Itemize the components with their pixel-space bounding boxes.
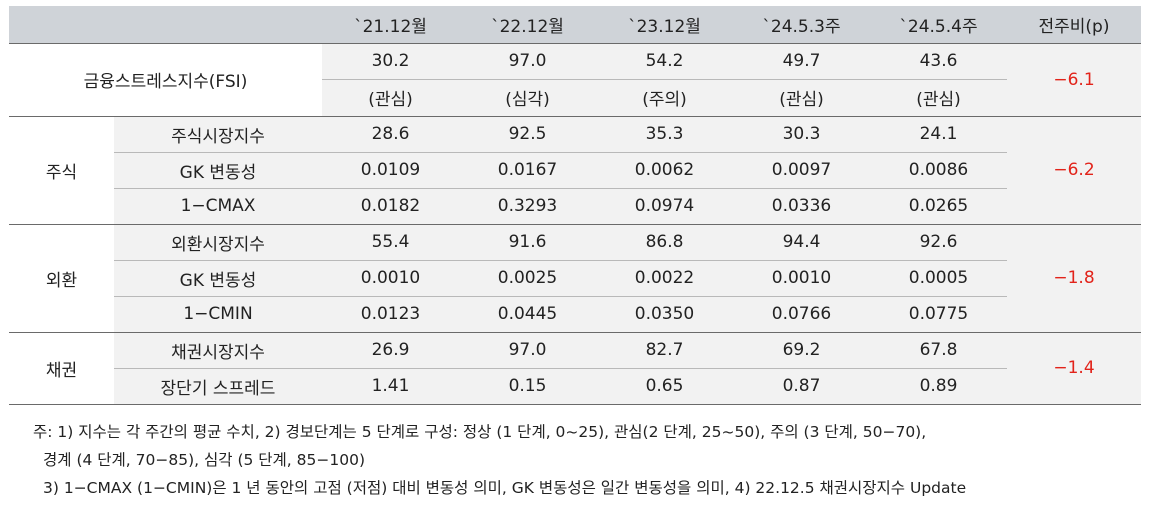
table-cell: 0.89 <box>870 368 1007 405</box>
note-line-1: 주: 1) 지수는 각 주간의 평균 수치, 2) 경보단계는 5 단계로 구성… <box>33 423 927 441</box>
table-row: 1−CMAX 0.0182 0.3293 0.0974 0.0336 0.026… <box>9 188 1141 225</box>
fsi-level-row: (관심) (심각) (주의) (관심) (관심) <box>9 79 1141 117</box>
table-row: GK 변동성 0.0010 0.0025 0.0022 0.0010 0.000… <box>9 260 1141 297</box>
header-col-2: `22.12월 <box>459 6 596 44</box>
bond-group-label: 채권 <box>9 332 114 405</box>
row-label: 1−CMIN <box>114 296 322 333</box>
fsi-change: −6.1 <box>1007 43 1141 117</box>
row-label: 채권시장지수 <box>114 332 322 369</box>
header-col-5: `24.5.4주 <box>870 6 1007 44</box>
table-cell: 97.0 <box>459 332 596 369</box>
table-cell: 0.0167 <box>459 152 596 189</box>
table-row: 1−CMIN 0.0123 0.0445 0.0350 0.0766 0.077… <box>9 296 1141 333</box>
table-cell: 0.0123 <box>322 296 459 333</box>
fsi-table-container: `21.12월 `22.12월 `23.12월 `24.5.3주 `24.5.4… <box>9 6 1141 405</box>
table-cell: 0.87 <box>733 368 870 405</box>
table-row: 장단기 스프레드 1.41 0.15 0.65 0.87 0.89 <box>9 368 1141 405</box>
table-row: 채권 채권시장지수 26.9 97.0 82.7 69.2 67.8 −1.4 <box>9 332 1141 405</box>
table-cell: 0.0265 <box>870 188 1007 225</box>
header-col-1: `21.12월 <box>322 6 459 44</box>
row-label: 주식시장지수 <box>114 116 322 153</box>
fsi-value-2: 97.0 <box>459 43 596 80</box>
row-label: 장단기 스프레드 <box>114 368 322 405</box>
fsi-level-5: (관심) <box>870 79 1007 117</box>
header-blank <box>9 6 322 44</box>
table-cell: 0.0336 <box>733 188 870 225</box>
table-cell: 0.0062 <box>596 152 733 189</box>
header-col-change: 전주비(p) <box>1007 6 1141 44</box>
fsi-level-2: (심각) <box>459 79 596 117</box>
table-cell: 0.65 <box>596 368 733 405</box>
header-row: `21.12월 `22.12월 `23.12월 `24.5.3주 `24.5.4… <box>9 6 1141 44</box>
table-cell: 0.0025 <box>459 260 596 297</box>
table-cell: 0.0182 <box>322 188 459 225</box>
table-cell: 28.6 <box>322 116 459 153</box>
table-cell: 0.0005 <box>870 260 1007 297</box>
table-cell: 0.0974 <box>596 188 733 225</box>
table-cell: 0.0775 <box>870 296 1007 333</box>
header-col-3: `23.12월 <box>596 6 733 44</box>
table-cell: 92.6 <box>870 224 1007 261</box>
table-cell: 55.4 <box>322 224 459 261</box>
fsi-value-1: 30.2 <box>322 43 459 80</box>
table-cell: 0.0010 <box>733 260 870 297</box>
table-cell: 0.0086 <box>870 152 1007 189</box>
table-cell: 0.0350 <box>596 296 733 333</box>
table-cell: 26.9 <box>322 332 459 369</box>
fsi-label: 금융스트레스지수(FSI) <box>9 43 322 117</box>
note-line-2: 경계 (4 단계, 70−85), 심각 (5 단계, 85−100) <box>43 451 365 469</box>
fx-change: −1.8 <box>1007 224 1141 333</box>
row-label: GK 변동성 <box>114 152 322 189</box>
note-line-3: 3) 1−CMAX (1−CMIN)은 1 년 동안의 고점 (저점) 대비 변… <box>43 479 967 497</box>
fsi-value-3: 54.2 <box>596 43 733 80</box>
fsi-table: `21.12월 `22.12월 `23.12월 `24.5.3주 `24.5.4… <box>9 6 1141 405</box>
row-label: 1−CMAX <box>114 188 322 225</box>
fsi-value-4: 49.7 <box>733 43 870 80</box>
table-row: 외환 외환시장지수 55.4 91.6 86.8 94.4 92.6 −1.8 <box>9 224 1141 333</box>
table-cell: 0.3293 <box>459 188 596 225</box>
table-cell: 1.41 <box>322 368 459 405</box>
table-cell: 0.0109 <box>322 152 459 189</box>
fx-group-label: 외환 <box>9 224 114 333</box>
stock-change: −6.2 <box>1007 116 1141 225</box>
table-row: GK 변동성 0.0109 0.0167 0.0062 0.0097 0.008… <box>9 152 1141 189</box>
table-cell: 91.6 <box>459 224 596 261</box>
table-cell: 94.4 <box>733 224 870 261</box>
row-label: 외환시장지수 <box>114 224 322 261</box>
table-row: 주식 주식시장지수 28.6 92.5 35.3 30.3 24.1 −6.2 <box>9 116 1141 225</box>
table-cell: 24.1 <box>870 116 1007 153</box>
table-cell: 69.2 <box>733 332 870 369</box>
fsi-value-row: 금융스트레스지수(FSI) 30.2 97.0 54.2 49.7 43.6 −… <box>9 43 1141 117</box>
table-cell: 67.8 <box>870 332 1007 369</box>
table-cell: 86.8 <box>596 224 733 261</box>
table-cell: 35.3 <box>596 116 733 153</box>
table-notes: 주: 1) 지수는 각 주간의 평균 수치, 2) 경보단계는 5 단계로 구성… <box>33 418 1133 502</box>
stock-group-label: 주식 <box>9 116 114 225</box>
table-cell: 0.0097 <box>733 152 870 189</box>
table-cell: 0.0010 <box>322 260 459 297</box>
fsi-value-5: 43.6 <box>870 43 1007 80</box>
fsi-level-1: (관심) <box>322 79 459 117</box>
table-cell: 0.0022 <box>596 260 733 297</box>
row-label: GK 변동성 <box>114 260 322 297</box>
table-cell: 0.15 <box>459 368 596 405</box>
table-cell: 0.0445 <box>459 296 596 333</box>
table-cell: 0.0766 <box>733 296 870 333</box>
table-cell: 92.5 <box>459 116 596 153</box>
fsi-level-4: (관심) <box>733 79 870 117</box>
table-cell: 30.3 <box>733 116 870 153</box>
bond-change: −1.4 <box>1007 332 1141 405</box>
fsi-level-3: (주의) <box>596 79 733 117</box>
header-col-4: `24.5.3주 <box>733 6 870 44</box>
table-cell: 82.7 <box>596 332 733 369</box>
